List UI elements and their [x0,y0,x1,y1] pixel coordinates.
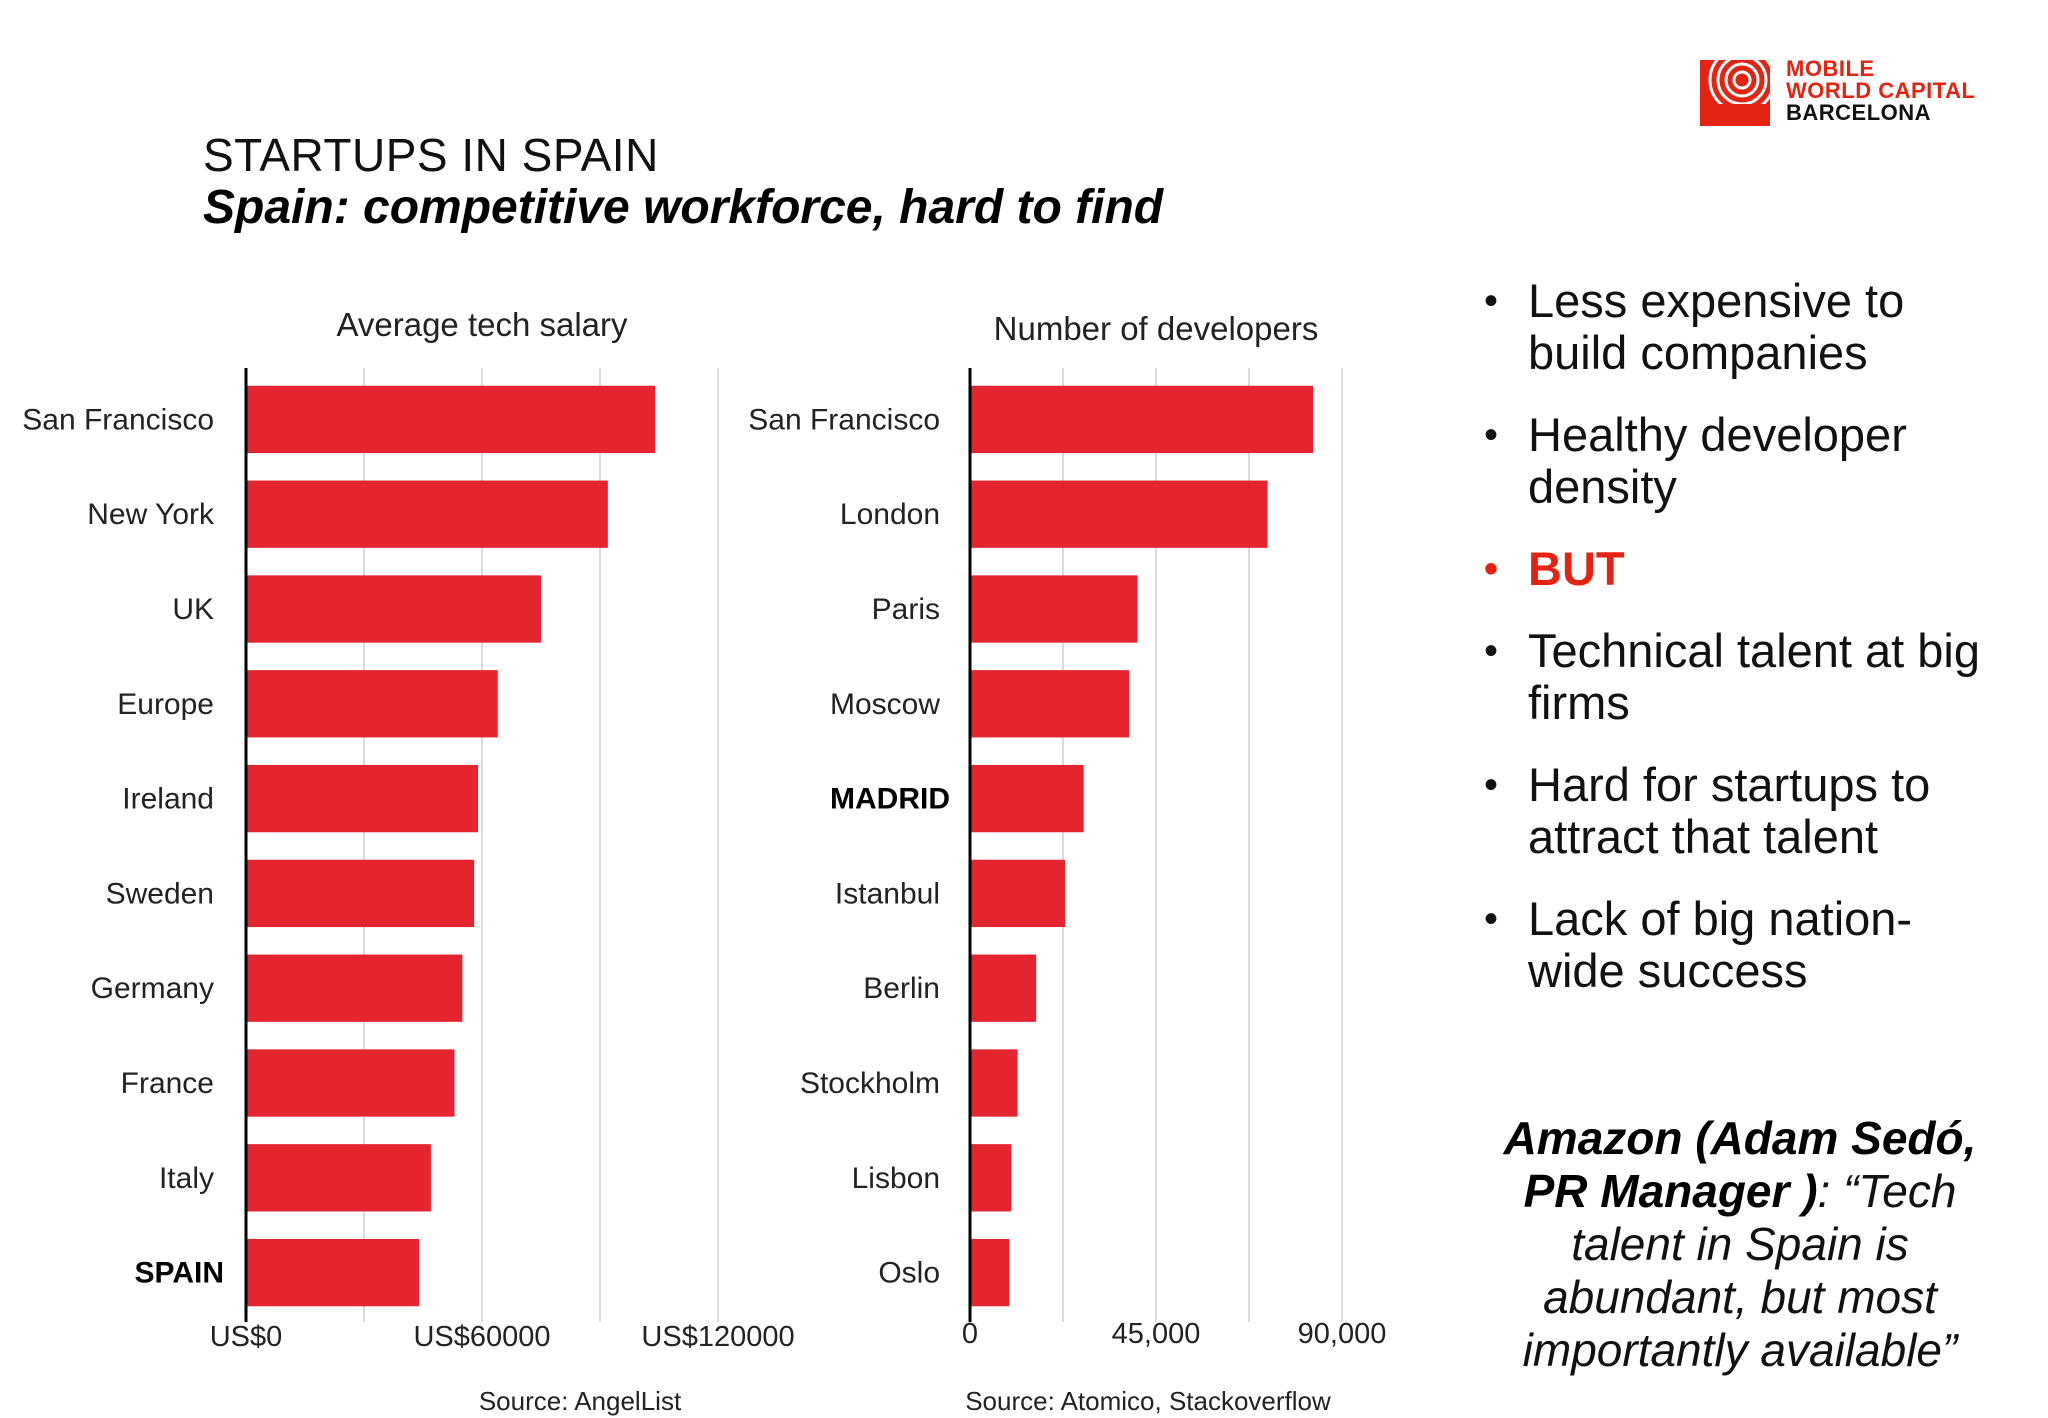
bar [246,859,475,928]
key-point-text: Technical talent at big firms [1528,624,1981,729]
category-label: MADRID [830,783,950,816]
key-point-text: Hard for startups to attract that talent [1528,758,1931,863]
category-label: Stockholm [800,1067,940,1100]
category-label: Moscow [830,688,940,721]
quote-text: : “Tech talent in Spain is abundant, but… [1522,1165,1958,1376]
key-point-4: • Hard for startups to attract that talen… [1480,759,2000,863]
bar [970,764,1084,833]
key-point-5: • Lack of big nation-wide success [1480,893,2000,997]
category-label: Istanbul [835,877,940,910]
bar [970,1049,1018,1117]
bar [970,385,1314,454]
bar [970,575,1138,643]
logo-mark [1700,60,1770,126]
category-label: Lisbon [852,1162,940,1195]
bullet-dot-icon: • [1484,413,1499,457]
chart-source: Source: AngelList [479,1386,682,1416]
bar [246,480,608,548]
key-point-1: • Healthy developer density [1480,409,2000,513]
page-kicker: STARTUPS IN SPAIN [203,129,659,181]
tick-label: US$60000 [413,1321,550,1353]
bar [246,1238,420,1307]
tick-label: 0 [962,1318,978,1350]
bar [970,480,1268,548]
tick-label: US$120000 [641,1321,794,1353]
category-label: Oslo [878,1257,940,1290]
chart-title: Average tech salary [336,306,628,343]
salary-chart: San Francisco New York UK Europe Ireland Swed… [22,306,794,1416]
quote-attribution: Amazon (Adam Sedó, PR Manager ) [1503,1112,1977,1217]
bullet-dot-icon: • [1484,629,1499,673]
bar [970,859,1066,928]
key-point-text: Less expensive to build companies [1528,274,1905,379]
bar [970,670,1130,738]
logo-line-3: BARCELONA [1786,100,1932,125]
chart-source: Source: Atomico, Stackoverflow [965,1386,1331,1416]
bar [246,575,541,643]
bullet-dot-icon: • [1484,279,1499,323]
key-point-3: • Technical talent at big firms [1480,625,2000,729]
bar [246,670,498,738]
category-label: UK [172,593,214,626]
bar [246,385,656,454]
category-label: Paris [872,593,940,626]
category-label: New York [87,498,215,531]
category-label: San Francisco [22,403,214,436]
category-label: Italy [159,1162,214,1195]
bar [970,1238,1010,1307]
logo-line-2: WORLD CAPITAL [1786,78,1976,103]
category-label: Berlin [863,972,940,1005]
bar [246,954,463,1022]
bar [970,1144,1012,1212]
key-point-text: Lack of big nation-wide success [1528,892,1913,997]
category-label: London [840,498,940,531]
bar [246,764,479,833]
tick-label: 90,000 [1298,1318,1387,1350]
key-point-2: • BUT [1480,543,2000,595]
bullet-dot-icon: • [1484,897,1499,941]
category-label: Europe [117,688,214,721]
key-point-text: BUT [1528,542,1625,595]
page-title: Spain: competitive workforce, hard to fi… [203,181,1164,234]
category-label: SPAIN [135,1257,224,1290]
quote: Amazon (Adam Sedó, PR Manager ): “Tech t… [1470,1112,2010,1377]
key-point-0: • Less expensive to build companies [1480,275,2000,379]
logo-wordmark: MOBILE WORLD CAPITAL BARCELONA [1786,58,1975,124]
category-label: France [121,1067,214,1100]
developers-chart: San Francisco London Paris Moscow MADRID Ista… [748,310,1386,1416]
tick-label: US$0 [210,1321,283,1353]
bar [246,1144,431,1212]
logo-line-1: MOBILE [1786,56,1875,81]
category-label: Germany [91,972,214,1005]
category-label: Ireland [122,783,214,816]
tick-label: 45,000 [1112,1318,1201,1350]
bar [970,954,1037,1022]
key-points-list: • Less expensive to build companies • Healt… [1480,275,2000,1027]
bullet-dot-icon: • [1484,763,1499,807]
bar [246,1049,455,1117]
category-label: San Francisco [748,403,940,436]
bullet-dot-icon: • [1484,547,1499,591]
category-label: Sweden [106,877,214,910]
chart-title: Number of developers [994,310,1319,347]
key-point-text: Healthy developer density [1528,408,1907,513]
